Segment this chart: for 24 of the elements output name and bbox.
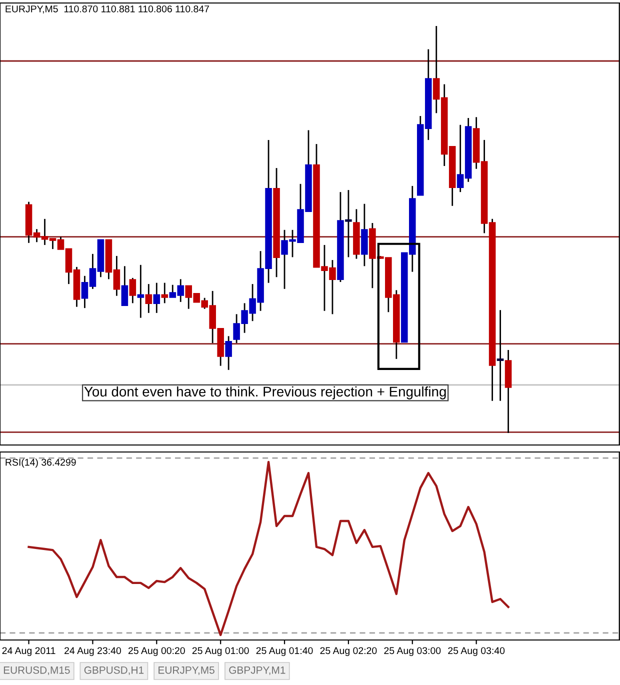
text: EURJPY,M5 xyxy=(158,666,214,676)
candlestick xyxy=(225,335,232,371)
text: EURUSD,M15 xyxy=(4,666,70,676)
text: GBPJPY,M1 xyxy=(229,666,286,676)
x-tick-label: 25 Aug 01:40 xyxy=(256,647,313,656)
candlestick xyxy=(129,277,136,304)
x-tick-label: 25 Aug 01:00 xyxy=(192,647,249,656)
x-tick-label: 25 Aug 02:20 xyxy=(320,647,377,656)
text: GBPUSD,H1 xyxy=(84,666,144,676)
candlestick xyxy=(137,264,144,319)
candlestick xyxy=(161,282,168,304)
x-tick-label: 25 Aug 03:40 xyxy=(448,647,505,656)
x-tick-label: 25 Aug 00:20 xyxy=(128,647,185,656)
x-tick-label: 24 Aug 23:40 xyxy=(64,647,121,656)
candlestick xyxy=(496,309,504,402)
x-tick-label: 24 Aug 2011 xyxy=(2,647,56,656)
annotation: You dont even have to think. Previous rejection + Engulfing xyxy=(84,386,446,400)
candlestick xyxy=(145,283,152,314)
chart-title: RSI(14) 36.4299 xyxy=(6,458,76,468)
x-tick-label: 25 Aug 03:00 xyxy=(384,647,441,656)
candlestick xyxy=(121,265,128,306)
candlestick xyxy=(345,189,352,258)
candlestick xyxy=(153,282,160,314)
chart-title: EURJPY,M5 110.870 110.881 110.806 110.847 xyxy=(6,5,209,14)
